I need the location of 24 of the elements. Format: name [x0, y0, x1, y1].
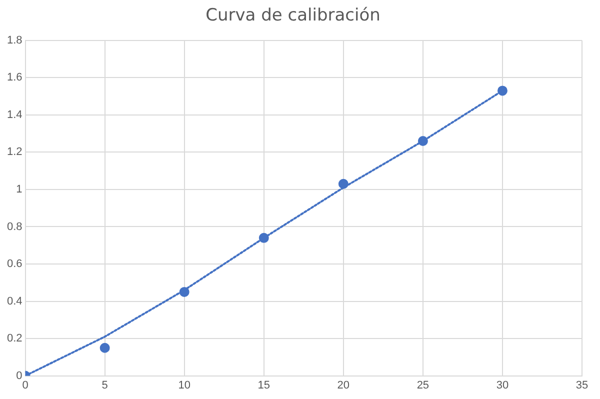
y-tick-label: 1.8: [6, 34, 22, 46]
y-tick-label: 1.4: [6, 108, 22, 121]
y-tick-label: 0.2: [6, 332, 22, 345]
x-tick-label: 35: [576, 379, 588, 392]
y-tick-label: 1.6: [6, 72, 22, 84]
point: [418, 136, 428, 146]
y-tick-label: 0: [16, 370, 22, 382]
point: [258, 232, 269, 243]
x-tick-label: 25: [416, 379, 430, 392]
y-tick-label: 1.2: [6, 146, 22, 158]
x-tick-label: 15: [258, 379, 270, 392]
point: [338, 178, 348, 189]
point: [100, 342, 110, 353]
y-tick-label: 0.6: [6, 258, 22, 270]
chart-title: Curva de calibración: [206, 6, 380, 26]
y-tick-label: 0.4: [6, 295, 22, 308]
x-tick-label: 5: [102, 379, 108, 392]
y-tick-label: 0.8: [6, 220, 22, 233]
x-tick-label: 10: [178, 379, 190, 392]
y-tick-label: 1: [16, 184, 22, 196]
x-tick-label: 20: [337, 379, 350, 392]
x-tick-label: 30: [496, 379, 509, 392]
point: [497, 86, 508, 96]
point: [179, 286, 190, 297]
